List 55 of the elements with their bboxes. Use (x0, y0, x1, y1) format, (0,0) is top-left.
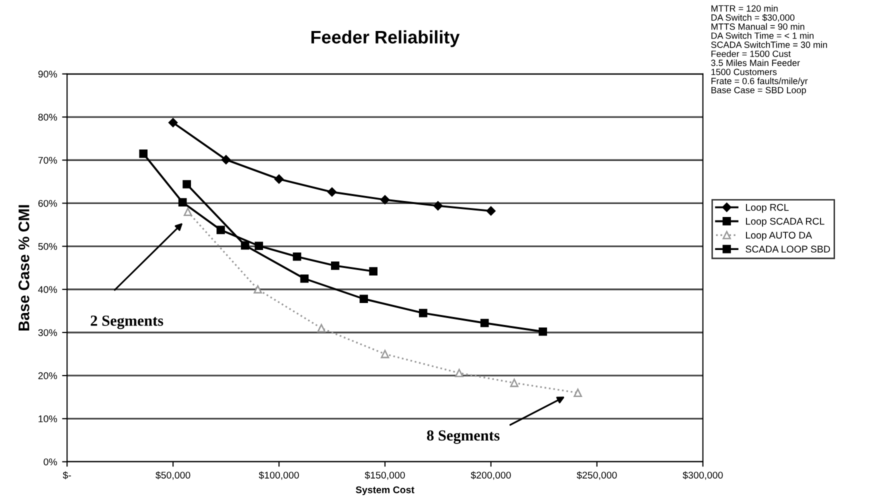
point (331, 262, 340, 270)
point (538, 327, 548, 336)
point (216, 226, 225, 234)
x-tick-label: $100,000 (258, 471, 299, 480)
point (240, 241, 250, 250)
x-tick-label: $300,000 (682, 471, 723, 480)
y-tick-label: 30% (38, 329, 57, 336)
point (254, 285, 262, 294)
legend-label: SCADA LOOP SBD (746, 246, 830, 253)
y-tick-label: 40% (38, 286, 57, 294)
x-tick-label: $250,000 (576, 471, 617, 480)
legend-label: Loop RCL (746, 204, 789, 213)
point (418, 308, 428, 318)
y-tick-label: 10% (38, 415, 57, 422)
point (292, 252, 302, 261)
annotation: 2 Segments (90, 316, 164, 330)
point (182, 180, 191, 188)
point (139, 149, 148, 158)
point (510, 378, 518, 388)
y-tick-label: 50% (38, 243, 57, 250)
point (486, 206, 496, 216)
point (254, 242, 264, 250)
chart-title: Feeder Reliability (311, 30, 460, 48)
x-tick-label: $150,000 (364, 471, 405, 480)
point (480, 318, 489, 328)
point (369, 267, 378, 276)
y-tick-label: 90% (38, 70, 57, 78)
point (300, 274, 309, 283)
point (168, 118, 178, 128)
x-tick-label: $- (62, 471, 71, 480)
y-tick-label: 20% (38, 372, 57, 380)
y-tick-label: 0% (44, 458, 57, 466)
x-tick-label: $50,000 (156, 471, 190, 480)
legend-label: Loop AUTO DA (746, 232, 812, 241)
text: MTTR = 120 min DA Switch = $30,000 MTTS Manual = 90 min DA Switch Time = < 1 min SCADA SwitchTime = 30 min Feeder = 1500 Cust 3.5 Miles Main Feeder 1500 Customers Frate = 0.6 faults/mile/yr Base Case = SBD Loop (711, 5, 827, 96)
point (380, 350, 390, 358)
point (327, 187, 337, 197)
y-tick-label: 60% (38, 200, 57, 207)
x-axis-title: System Cost (356, 486, 414, 496)
y-tick-label: 80% (38, 114, 57, 121)
point (380, 195, 390, 204)
y-axis-title: Base Case % CMI (18, 205, 30, 331)
point (184, 208, 192, 216)
point (360, 294, 368, 304)
y-tick-label: 70% (38, 156, 57, 164)
point (221, 155, 231, 164)
legend-label: Loop SCADA RCL (746, 218, 824, 227)
annotation: 8 Segments (426, 430, 500, 444)
x-tick-label: $200,000 (470, 471, 511, 480)
point (574, 388, 582, 397)
point (433, 201, 443, 210)
point (274, 174, 284, 184)
point (317, 324, 326, 332)
point (454, 368, 464, 378)
point (178, 198, 187, 207)
